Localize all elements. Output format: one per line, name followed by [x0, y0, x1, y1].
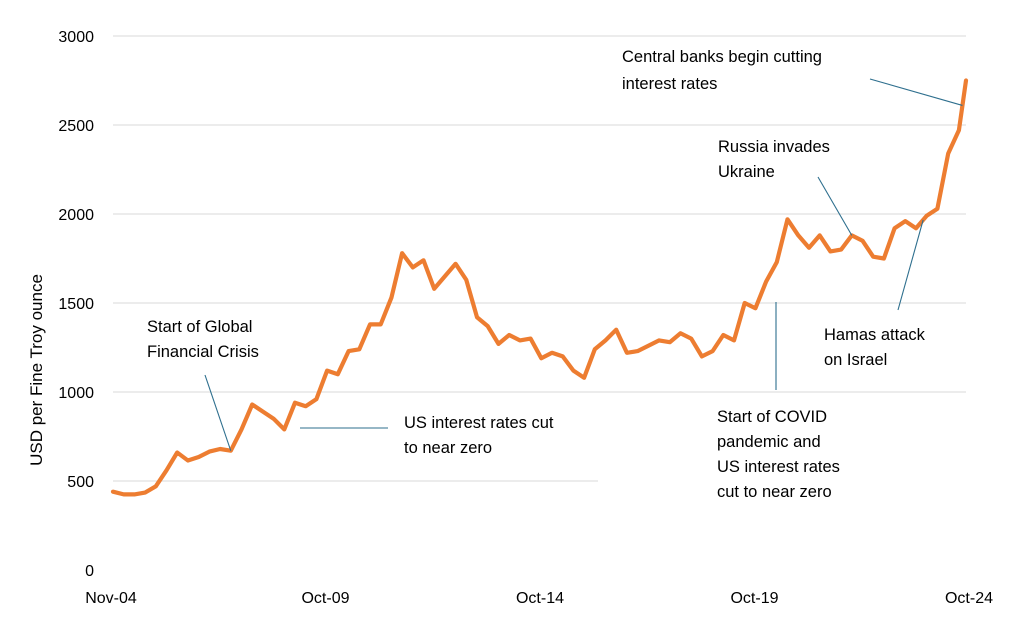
x-tick-label: Oct-14 — [516, 590, 564, 607]
x-tick-label: Oct-09 — [301, 590, 349, 607]
annotation-leader — [869, 78, 963, 106]
annotation-text: US interest rates cut — [404, 414, 554, 432]
annotation-text: on Israel — [824, 351, 887, 369]
annotation-leader — [897, 219, 924, 311]
x-tick-label: Oct-24 — [945, 590, 993, 607]
y-axis-title: USD per Fine Troy ounce — [27, 274, 46, 466]
annotation-text: US interest rates — [717, 458, 840, 476]
annotation-text: Start of COVID — [717, 408, 827, 426]
annotation-text: Financial Crisis — [147, 343, 259, 361]
annotations: Start of Global Financial Crisis US intere… — [147, 48, 968, 510]
annotation-text: to near zero — [404, 439, 492, 457]
annotation-text: Central banks begin cutting — [622, 48, 822, 66]
annotation: Russia invades Ukraine — [718, 138, 853, 236]
y-tick-label: 2500 — [58, 118, 94, 135]
y-tick-labels: 0 500 1000 1500 2000 2500 3000 — [58, 29, 94, 580]
series — [110, 78, 969, 497]
x-tick-label: Oct-19 — [730, 590, 778, 607]
annotation-text: cut to near zero — [717, 483, 832, 501]
y-tick-label: 500 — [67, 474, 94, 491]
y-tick-label: 0 — [85, 563, 94, 580]
y-tick-label: 1500 — [58, 296, 94, 313]
annotation: Hamas attack on Israel — [824, 219, 926, 369]
annotation-text: Russia invades — [718, 138, 830, 156]
annotation-leader — [817, 176, 853, 236]
annotation-text: Hamas attack — [824, 326, 926, 344]
annotation-text: Start of Global — [147, 318, 252, 336]
annotation: US interest rates cut to near zero — [300, 414, 554, 457]
annotation-background — [598, 470, 968, 510]
annotation-text: Ukraine — [718, 163, 775, 181]
annotation: Start of Global Financial Crisis — [147, 318, 259, 451]
y-tick-label: 3000 — [58, 29, 94, 46]
annotation: Central banks begin cutting interest rate… — [622, 48, 963, 106]
x-tick-labels: Nov-04 Oct-09 Oct-14 Oct-19 Oct-24 — [85, 590, 993, 607]
annotation-text: interest rates — [622, 75, 717, 93]
x-tick-label: Nov-04 — [85, 590, 137, 607]
y-tick-label: 1000 — [58, 385, 94, 402]
annotation: Start of COVID pandemic and US interest ra… — [598, 302, 968, 510]
series-line — [110, 78, 969, 497]
annotation-text: pandemic and — [717, 433, 821, 451]
y-tick-label: 2000 — [58, 207, 94, 224]
annotation-leader — [204, 374, 232, 451]
